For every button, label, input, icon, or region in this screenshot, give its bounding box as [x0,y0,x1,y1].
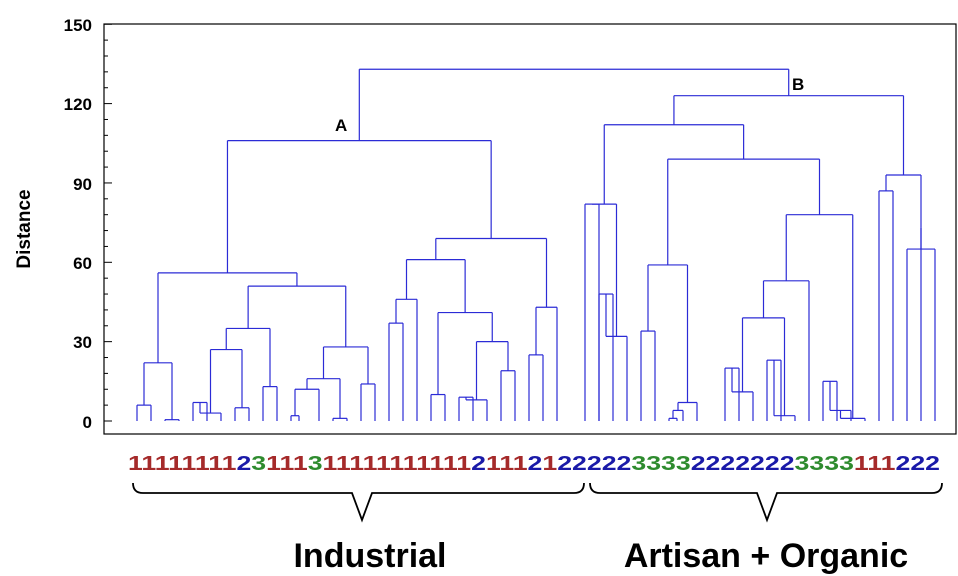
node-label-a: A [335,116,347,135]
leaf-label: 1 [430,453,445,475]
leaf-label: 1 [266,453,281,475]
leaf-label: 2 [780,453,795,475]
leaf-label: 1 [208,453,223,475]
group-label-industrial: Industrial [293,537,446,575]
leaf-label: 2 [617,453,632,475]
leaf-label: 2 [587,453,602,475]
leaf-label: 1 [168,453,183,475]
brace-artisan-organic [589,482,943,523]
leaf-label: 3 [308,453,323,475]
leaf-label: 2 [750,453,765,475]
leaf-label: 2 [691,453,706,475]
leaf-label: 1 [881,453,896,475]
leaf-label: 1 [155,453,170,475]
leaf-label: 3 [839,453,854,475]
brace-industrial [132,482,585,523]
leaf-label: 1 [416,453,431,475]
leaf-label: 1 [141,453,156,475]
leaf-label: 2 [528,453,543,475]
leaf-label: 1 [182,453,197,475]
leaf-label: 1 [336,453,351,475]
leaf-label: 3 [795,453,810,475]
leaf-label: 1 [293,453,308,475]
y-tick-label-0: 0 [83,413,92,432]
leaf-label: 2 [236,453,251,475]
leaf-label: 1 [486,453,501,475]
y-axis-title: Distance [14,189,35,268]
leaf-label: 3 [676,453,691,475]
leaf-label: 1 [376,453,391,475]
leaf-label: 2 [602,453,617,475]
leaf-label: 2 [910,453,925,475]
leaf-label: 1 [195,453,210,475]
plot-frame [103,23,957,435]
dendrogram-links [136,68,936,421]
leaf-label: 3 [809,453,824,475]
leaf-label: 1 [513,453,528,475]
leaf-label: 2 [765,453,780,475]
leaf-label: 2 [895,453,910,475]
y-tick-label-30: 30 [73,333,92,352]
leaf-label: 2 [735,453,750,475]
node-label-b: B [792,75,804,94]
leaf-label: 1 [389,453,404,475]
y-tick-label-60: 60 [73,254,92,273]
leaf-label: 1 [867,453,882,475]
leaf-label: 2 [706,453,721,475]
leaf-label: 3 [251,453,266,475]
leaf-label: 1 [499,453,514,475]
leaf-label: 1 [456,453,471,475]
y-axis-ticks [104,23,112,422]
y-tick-label-90: 90 [73,175,92,194]
leaf-label: 3 [646,453,661,475]
leaf-label: 2 [572,453,587,475]
leaf-label: 2 [720,453,735,475]
y-tick-label-150: 150 [64,16,92,35]
leaf-label: 1 [363,453,378,475]
leaf-label: 2 [471,453,486,475]
leaf-label: 3 [824,453,839,475]
group-label-artisan-organic: Artisan + Organic [624,537,908,575]
leaf-label: 1 [128,453,143,475]
leaf-label: 1 [443,453,458,475]
leaf-label: 1 [222,453,237,475]
leaf-label: 1 [854,453,869,475]
leaf-label: 2 [925,453,940,475]
leaf-label: 1 [349,453,364,475]
leaf-label: 3 [661,453,676,475]
leaf-label: 1 [403,453,418,475]
leaf-label: 1 [280,453,295,475]
leaf-label: 3 [631,453,646,475]
leaf-label: 1 [323,453,338,475]
leaf-label: 2 [557,453,572,475]
leaf-label: 1 [542,453,557,475]
y-tick-label-120: 120 [64,95,92,114]
